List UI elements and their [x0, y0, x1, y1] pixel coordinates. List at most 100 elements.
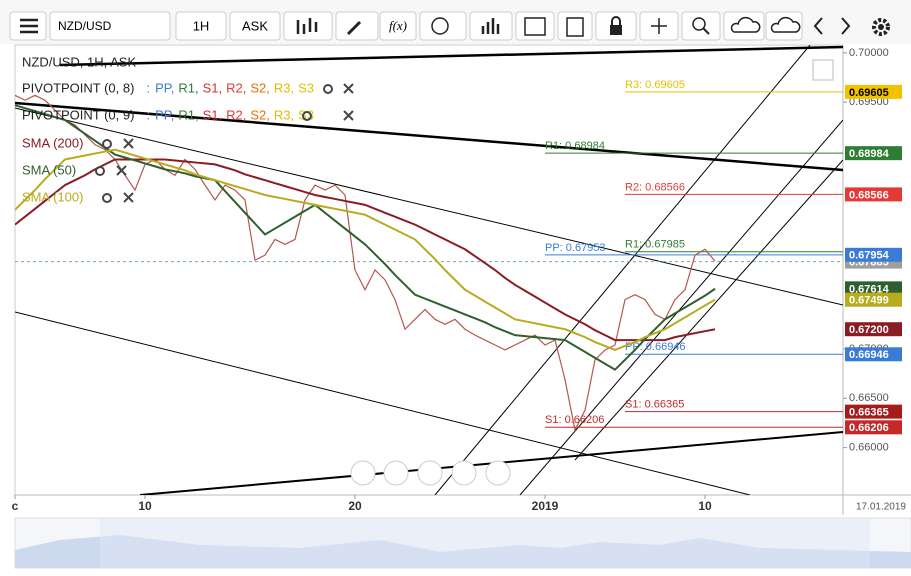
indicator-prefix: :: [146, 80, 150, 95]
trend-line: [59, 45, 843, 67]
x-tick-label: 20: [348, 499, 362, 513]
upload-button[interactable]: [723, 11, 765, 41]
popout-button[interactable]: [812, 59, 834, 81]
indicator-item: S1,: [203, 80, 223, 95]
crosshair-button[interactable]: [639, 11, 679, 41]
lock-button[interactable]: [595, 11, 637, 41]
x-tick-label: c: [12, 499, 19, 513]
settings-button[interactable]: [872, 18, 890, 36]
channel-line: [574, 159, 843, 461]
indicator-items: : PP, R1, S1, R2, S2, R3, S3: [146, 80, 314, 95]
plot-area: [14, 44, 844, 496]
prev-button[interactable]: [813, 17, 823, 35]
report-button[interactable]: [557, 11, 593, 41]
indicator-item: R2,: [226, 107, 246, 122]
pivot-label: R2: 0.68566: [625, 181, 685, 193]
indicator-item: PP,: [155, 80, 174, 95]
draw-button[interactable]: [335, 11, 379, 41]
price-tag-label: 0.68984: [849, 148, 890, 160]
x-tick-label: 10: [698, 499, 712, 513]
x-tick-label: 10: [138, 499, 152, 513]
y-tick-label: 0.66000: [849, 442, 889, 454]
scroll-controls[interactable]: [350, 460, 511, 486]
price-tag: [845, 404, 902, 419]
price-tag: [845, 281, 902, 296]
indicator-item: PP,: [155, 107, 174, 122]
function: f(x): [389, 18, 407, 33]
indicator-item: R3,: [274, 107, 294, 122]
next-button[interactable]: [841, 17, 851, 35]
indicator-item: S3: [298, 80, 314, 95]
date-label: 17.01.2019: [856, 502, 906, 513]
data-layer: R3: 0.69605 R1: 0.68984 R2: 0.68566 PP: 0.6…: [12, 47, 907, 513]
pivot-label: R3: 0.69605: [625, 79, 685, 91]
indicator-item: R1,: [178, 107, 198, 122]
price-tag: [845, 187, 902, 202]
price-tag-label: 0.66946: [849, 349, 889, 361]
indicator-item: R3,: [274, 80, 294, 95]
download-button[interactable]: [765, 11, 803, 41]
function-button[interactable]: f(x): [379, 11, 417, 41]
indicator-name: PIVOTPOINT (0, 9): [22, 107, 134, 122]
pivot-label: S1: 0.66365: [625, 399, 684, 411]
y-tick-label: 0.66500: [849, 392, 889, 404]
info-button[interactable]: [419, 11, 467, 41]
indicator-item: S2,: [250, 80, 270, 95]
price-tag-label: 0.69605: [849, 87, 889, 99]
y-tick-label: 0.70000: [849, 47, 889, 59]
price-line: [15, 94, 716, 432]
price-tag-label: 0.68566: [849, 189, 889, 201]
plot-layer: R3: 0.69605 R1: 0.68984 R2: 0.68566 PP: 0.6…: [15, 79, 843, 432]
indicator-name: PIVOTPOINT (0, 8): [22, 80, 134, 95]
indicator-item: S2,: [250, 107, 270, 122]
price-tag-label: 0.67200: [849, 324, 889, 336]
price-tag: [845, 292, 902, 307]
price-type: ASK: [242, 18, 268, 33]
chart-type-button[interactable]: [283, 11, 333, 41]
indicator-item: R1,: [178, 80, 198, 95]
y-tick-label: 0.69500: [849, 96, 889, 108]
symbol-selector[interactable]: NZD/USD: [49, 11, 171, 41]
pivot-label: R1: 0.68984: [545, 140, 605, 152]
pivot-label: R1: 0.67985: [625, 239, 685, 251]
price-tag: [845, 146, 902, 161]
pivot-label: PP: 0.67953: [545, 242, 606, 254]
legend-entry: SMA (200): [22, 135, 83, 150]
calendar-button[interactable]: [515, 11, 555, 41]
indicator-items: : PP, R1, S1, R2, S2, R3, S3: [146, 107, 314, 122]
sma-line: [15, 104, 716, 371]
trend-line: [15, 107, 843, 306]
price-type-selector[interactable]: ASK: [229, 11, 281, 41]
timeframe-selector[interactable]: 1H: [175, 11, 227, 41]
x-tick-label: 2019: [532, 499, 559, 513]
legend-entry: SMA (50): [22, 162, 76, 177]
legend-controls[interactable]: [95, 83, 354, 203]
timeframe: 1H: [193, 18, 210, 33]
navigator: [14, 517, 911, 569]
toolbar: NZD/USD 1H ASK f(x): [0, 0, 911, 44]
indicator-button[interactable]: [469, 11, 513, 41]
trend-line: [15, 311, 751, 495]
price-tag: [845, 247, 902, 262]
channel-line: [434, 45, 811, 495]
price-tag-label: 0.66206: [849, 422, 889, 434]
menu-button[interactable]: [9, 11, 47, 41]
price-tag-label: 0.67499: [849, 295, 889, 307]
pivot-label: S1: 0.66206: [545, 414, 604, 426]
indicator-item: R2,: [226, 80, 246, 95]
legend-entry: SMA (100): [22, 189, 83, 204]
indicator-prefix: :: [146, 107, 150, 122]
indicator-item: S1,: [203, 107, 223, 122]
trend-line: [15, 101, 843, 172]
price-tag: [845, 347, 902, 362]
price-tag-label: 0.66365: [849, 407, 889, 419]
symbol: NZD/USD: [58, 19, 112, 33]
trend-lines: [15, 45, 843, 495]
price-tag-label: 0.67954: [849, 250, 890, 262]
chart-title: NZD/USD, 1H, ASK: [22, 54, 136, 69]
zoom-button[interactable]: [681, 11, 721, 41]
price-tag: [845, 322, 902, 337]
sma-line: [15, 148, 716, 352]
legend: NZD/USD, 1H, ASK PIVOTPOINT (0, 8) : PP, R…: [22, 54, 354, 204]
